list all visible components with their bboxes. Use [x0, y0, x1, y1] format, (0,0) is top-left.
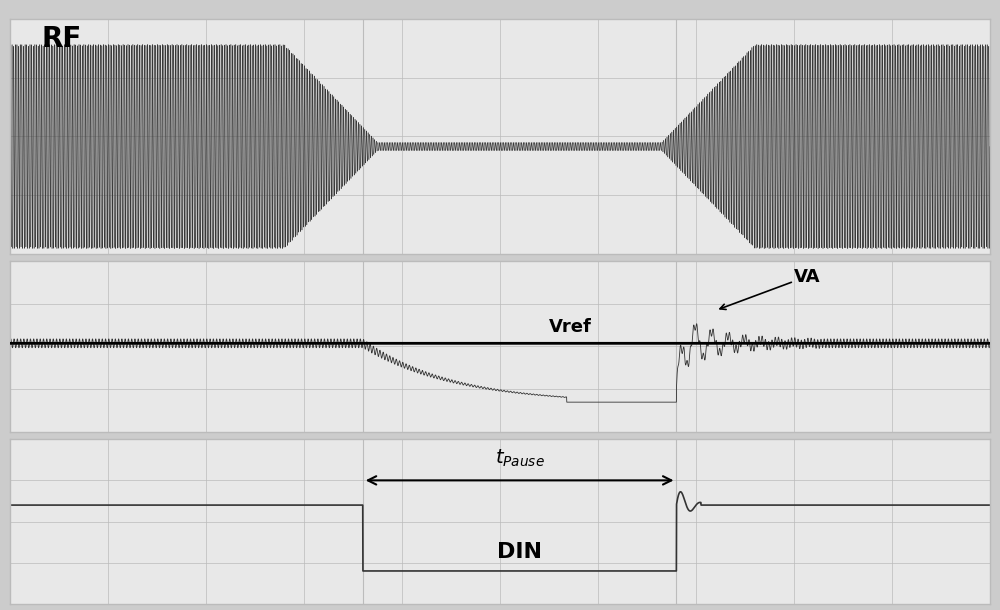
- Text: RF: RF: [42, 26, 82, 53]
- Text: Vref: Vref: [549, 318, 592, 336]
- Text: DIN: DIN: [497, 542, 542, 562]
- Text: $t_{Pause}$: $t_{Pause}$: [495, 448, 544, 470]
- Text: VA: VA: [794, 268, 820, 286]
